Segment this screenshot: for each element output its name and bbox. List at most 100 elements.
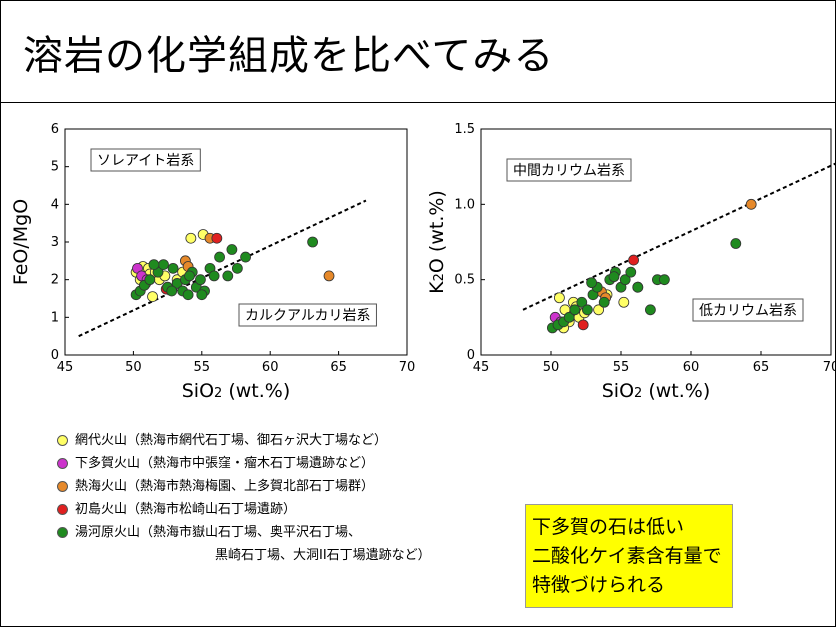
- legend-label-yugawara-cont: 黒崎石丁場、大洞II石丁場遺跡など）: [215, 548, 431, 563]
- x-tick-label: 50: [543, 360, 560, 375]
- region-label-box: [238, 303, 377, 327]
- x-tick-label: 70: [399, 360, 416, 375]
- data-point-yugawara: [196, 289, 208, 301]
- y-tick-label: 0: [467, 348, 475, 363]
- region-label: 低カリウム岩系: [692, 298, 804, 322]
- data-point-yugawara: [222, 270, 234, 282]
- data-point-yugawara: [208, 270, 220, 282]
- data-point-ajiro: [553, 292, 565, 304]
- legend-label-ajiro: 網代火山（熱海市網代石丁場、御石ヶ沢大丁場など）: [75, 433, 388, 448]
- region-label-box: [90, 148, 201, 172]
- data-point-yugawara: [195, 274, 206, 286]
- x-tick-label: 70: [823, 360, 836, 375]
- legend-marker-ajiro: [57, 435, 68, 446]
- y-tick-label: 0: [51, 348, 59, 363]
- title-divider: [1, 102, 835, 103]
- data-point-yugawara: [576, 296, 588, 308]
- region-label-text: カルクアルカリ岩系: [245, 308, 370, 324]
- data-point-yugawara: [167, 262, 179, 274]
- legend-item-ajiro: 網代火山（熱海市網代石丁場、御石ヶ沢大丁場など）: [57, 429, 497, 452]
- legend-label-shimotaga: 下多賀火山（熱海市中張窪・瘤木石丁場遺跡など）: [75, 456, 375, 471]
- data-point-yugawara: [148, 259, 160, 271]
- y-axis-title: FeO/MgO: [10, 199, 32, 285]
- y-axis-title: K2O (wt.%): [426, 190, 448, 294]
- data-point-ajiro: [147, 291, 158, 303]
- region-label-box: [506, 158, 632, 182]
- data-point-yugawara: [581, 304, 593, 316]
- data-point-yugawara: [144, 274, 156, 286]
- data-point-yugawara: [598, 296, 610, 308]
- x-axis-title: SiO2 (wt.%): [182, 380, 291, 402]
- legend-marker-atami: [57, 481, 68, 492]
- data-point-hatsushima: [577, 319, 589, 331]
- data-point-yugawara: [632, 281, 644, 293]
- data-point-yugawara: [214, 251, 225, 263]
- data-point-yugawara: [730, 238, 742, 249]
- y-tick-label: 5: [51, 160, 59, 175]
- data-point-yugawara: [166, 285, 178, 297]
- x-tick-label: 45: [473, 360, 490, 375]
- legend-label-yugawara: 湯河原火山（熱海市嶽山石丁場、奥平沢石丁場、: [75, 525, 362, 540]
- region-label-box: [692, 298, 804, 322]
- x-axis-title: SiO2 (wt.%): [602, 380, 711, 402]
- highlight-note: 下多賀の石は低い 二酸化ケイ素含有量で 特徴づけられる: [525, 504, 733, 608]
- note-line-2: 二酸化ケイ素含有量で: [532, 545, 722, 567]
- slide-title: 溶岩の化学組成を比べてみる: [23, 33, 555, 79]
- y-tick-label: 6: [51, 122, 59, 137]
- legend-marker-hatsushima: [57, 504, 68, 515]
- x-tick-label: 55: [194, 360, 211, 375]
- y-tick-label: 1.0: [454, 197, 475, 212]
- region-label: ソレアイト岩系: [90, 148, 201, 172]
- x-tick-label: 50: [125, 360, 142, 375]
- data-point-yugawara: [658, 274, 670, 286]
- note-line-1: 下多賀の石は低い: [532, 516, 685, 538]
- divider-line: [522, 162, 836, 311]
- region-label: カルクアルカリ岩系: [238, 303, 377, 327]
- data-point-yugawara: [226, 244, 238, 255]
- data-point-yugawara: [563, 311, 575, 323]
- data-point-yugawara: [608, 271, 620, 283]
- y-tick-label: 0.5: [454, 273, 475, 288]
- feo-mgo-scatter-chart: 45 50 55 60 65 700123456ソレアイト岩系カルクアルカリ岩系SiO2 …: [10, 122, 416, 402]
- data-point-yugawara: [644, 304, 656, 316]
- data-point-yugawara: [307, 236, 319, 248]
- legend-label-hatsushima: 初島火山（熱海市松崎山石丁場遺跡）: [75, 502, 297, 517]
- data-point-atami: [745, 198, 757, 210]
- data-point-yugawara: [158, 259, 169, 271]
- legend-marker-yugawara: [57, 527, 68, 538]
- region-label: 中間カリウム岩系: [506, 158, 632, 182]
- data-point-yugawara: [625, 266, 637, 278]
- y-tick-label: 4: [51, 197, 59, 212]
- data-point-yugawara: [182, 289, 194, 301]
- data-point-yugawara: [184, 270, 195, 282]
- legend-item-yugawara: 湯河原火山（熱海市嶽山石丁場、奥平沢石丁場、: [57, 521, 497, 544]
- data-point-hatsushima: [628, 254, 640, 266]
- x-tick-label: 60: [262, 360, 279, 375]
- x-tick-label: 45: [57, 360, 74, 375]
- legend-item-shimotaga: 下多賀火山（熱海市中張窪・瘤木石丁場遺跡など）: [57, 452, 497, 475]
- x-tick-label: 65: [330, 360, 347, 375]
- y-tick-label: 1.5: [454, 122, 475, 137]
- legend-item-yugawara-cont: 黒崎石丁場、大洞II石丁場遺跡など）: [57, 544, 497, 567]
- legend-marker-shimotaga: [57, 458, 68, 469]
- note-line-3: 特徴づけられる: [532, 574, 666, 596]
- y-tick-label: 3: [51, 235, 59, 250]
- divider-line: [78, 199, 367, 338]
- data-point-yugawara: [619, 274, 631, 286]
- data-point-ajiro: [185, 232, 197, 244]
- region-label-text: 低カリウム岩系: [699, 303, 797, 319]
- data-point-ajiro: [618, 296, 630, 308]
- data-point-ajiro: [593, 304, 605, 316]
- x-tick-label: 60: [683, 360, 700, 375]
- region-label-text: 中間カリウム岩系: [513, 163, 625, 179]
- region-label-text: ソレアイト岩系: [97, 153, 194, 169]
- legend: 網代火山（熱海市網代石丁場、御石ヶ沢大丁場など） 下多賀火山（熱海市中張窪・瘤木…: [57, 429, 497, 567]
- data-point-yugawara: [240, 251, 251, 263]
- legend-item-atami: 熱海火山（熱海市熱海梅園、上多賀北部石丁場群）: [57, 475, 497, 498]
- data-point-yugawara: [569, 304, 581, 316]
- y-tick-label: 2: [51, 273, 59, 288]
- data-point-yugawara: [586, 277, 598, 289]
- x-tick-label: 55: [613, 360, 630, 375]
